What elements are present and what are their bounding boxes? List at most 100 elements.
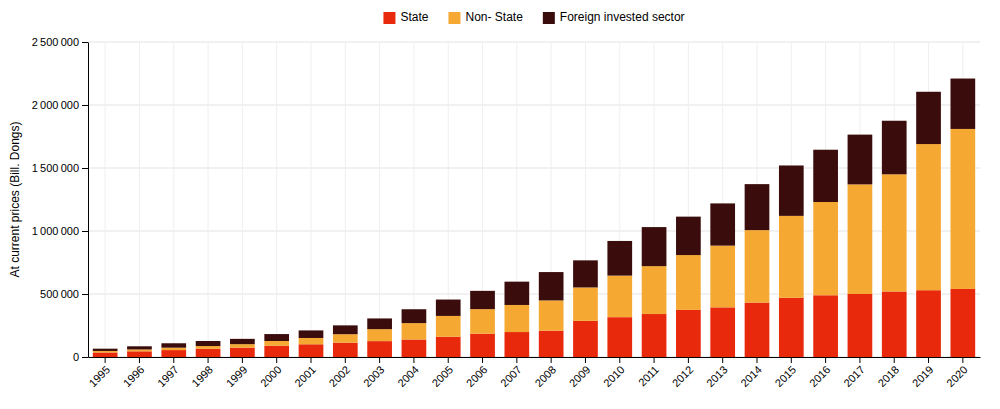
grid-line-x: [139, 42, 140, 357]
tick-label: 1995: [86, 363, 112, 389]
y-axis: 0500 0001 000 0001 500 0002 000 0002 500…: [32, 36, 89, 363]
bar: [882, 291, 907, 357]
tick-mark: [276, 357, 277, 363]
y-axis-title: At current prices (Bill. Dongs): [8, 121, 22, 277]
bar: [230, 348, 255, 357]
tick-label: 2008: [532, 363, 558, 389]
bar: [676, 217, 701, 255]
tick: 1995: [86, 357, 112, 389]
tick: 2020: [944, 357, 970, 389]
bar: [676, 310, 701, 357]
axis-line: [88, 43, 89, 358]
grid-line-y: [88, 294, 980, 295]
grid-line-x: [379, 42, 380, 357]
tick: 2007: [498, 357, 524, 389]
bar: [196, 349, 221, 357]
bar: [916, 290, 941, 357]
tick-mark: [242, 357, 243, 363]
tick-mark: [208, 357, 209, 363]
bar: [779, 298, 804, 357]
tick: 0: [73, 351, 88, 363]
tick-mark: [379, 357, 380, 363]
bar: [436, 300, 461, 316]
bar: [573, 321, 598, 357]
tick-mark: [722, 357, 723, 363]
bar: [607, 276, 632, 318]
tick-label: 2007: [498, 363, 524, 389]
tick-label: 2001: [292, 363, 318, 389]
tick: 2009: [567, 357, 593, 389]
bar: [642, 227, 667, 266]
tick-label: 2016: [807, 363, 833, 389]
legend: StateNon- StateForeign invested sector: [383, 10, 684, 24]
bar: [161, 350, 186, 357]
tick-label: 1997: [155, 363, 181, 389]
bar: [607, 241, 632, 276]
axis-line: [89, 357, 981, 358]
tick-mark: [82, 168, 88, 169]
tick: 2008: [532, 357, 558, 389]
legend-label: Non- State: [465, 10, 523, 24]
grid-line-y: [88, 357, 980, 358]
bar: [882, 174, 907, 291]
tick: 2001: [292, 357, 318, 389]
bar: [779, 216, 804, 298]
bar: [745, 303, 770, 357]
tick-label: 2010: [601, 363, 627, 389]
bar-series: [93, 129, 975, 353]
tick-mark: [311, 357, 312, 363]
bar: [504, 282, 529, 305]
tick-label: 2002: [327, 363, 353, 389]
bar: [950, 79, 975, 129]
bar-series: [93, 289, 975, 357]
bar: [710, 203, 735, 245]
bar: [299, 338, 324, 344]
legend-item: State: [383, 10, 428, 24]
tick-label: 2006: [464, 363, 490, 389]
bar: [299, 344, 324, 357]
tick-label: 1996: [121, 363, 147, 389]
tick-label: 2014: [738, 363, 764, 389]
bar: [333, 343, 358, 357]
tick-mark: [962, 357, 963, 363]
bar: [848, 294, 873, 357]
grid: [88, 42, 980, 357]
tick: 2011: [636, 357, 661, 389]
bar: [539, 331, 564, 357]
tick: 500 000: [40, 288, 88, 300]
bar: [299, 330, 324, 338]
tick-mark: [859, 357, 860, 363]
tick-mark: [448, 357, 449, 363]
tick-label: 2015: [773, 363, 799, 389]
tick: 1 500 000: [32, 162, 88, 174]
tick-mark: [551, 357, 552, 363]
tick-label: 2011: [636, 363, 661, 388]
bar: [539, 300, 564, 330]
bar: [642, 266, 667, 314]
bar: [93, 349, 118, 351]
tick: 2019: [910, 357, 936, 389]
tick-mark: [757, 357, 758, 363]
tick: 2003: [361, 357, 387, 389]
tick-mark: [585, 357, 586, 363]
bar: [813, 150, 838, 202]
tick-label: 2 000 000: [32, 99, 79, 111]
tick-label: 1 000 000: [32, 225, 79, 237]
bar: [402, 323, 427, 339]
grid-line-y: [88, 105, 980, 106]
bar: [333, 325, 358, 334]
bars: [93, 79, 975, 357]
legend-label: State: [400, 10, 428, 24]
tick: 2016: [807, 357, 833, 389]
tick: 2005: [429, 357, 455, 389]
tick-label: 2018: [875, 363, 901, 389]
tick: 1 000 000: [32, 225, 88, 237]
bar: [470, 291, 495, 309]
bar: [813, 202, 838, 295]
bar: [779, 165, 804, 215]
bar: [161, 343, 186, 347]
bar: [264, 341, 289, 346]
tick-mark: [654, 357, 655, 363]
legend-swatch: [383, 12, 395, 24]
tick-mark: [82, 105, 88, 106]
